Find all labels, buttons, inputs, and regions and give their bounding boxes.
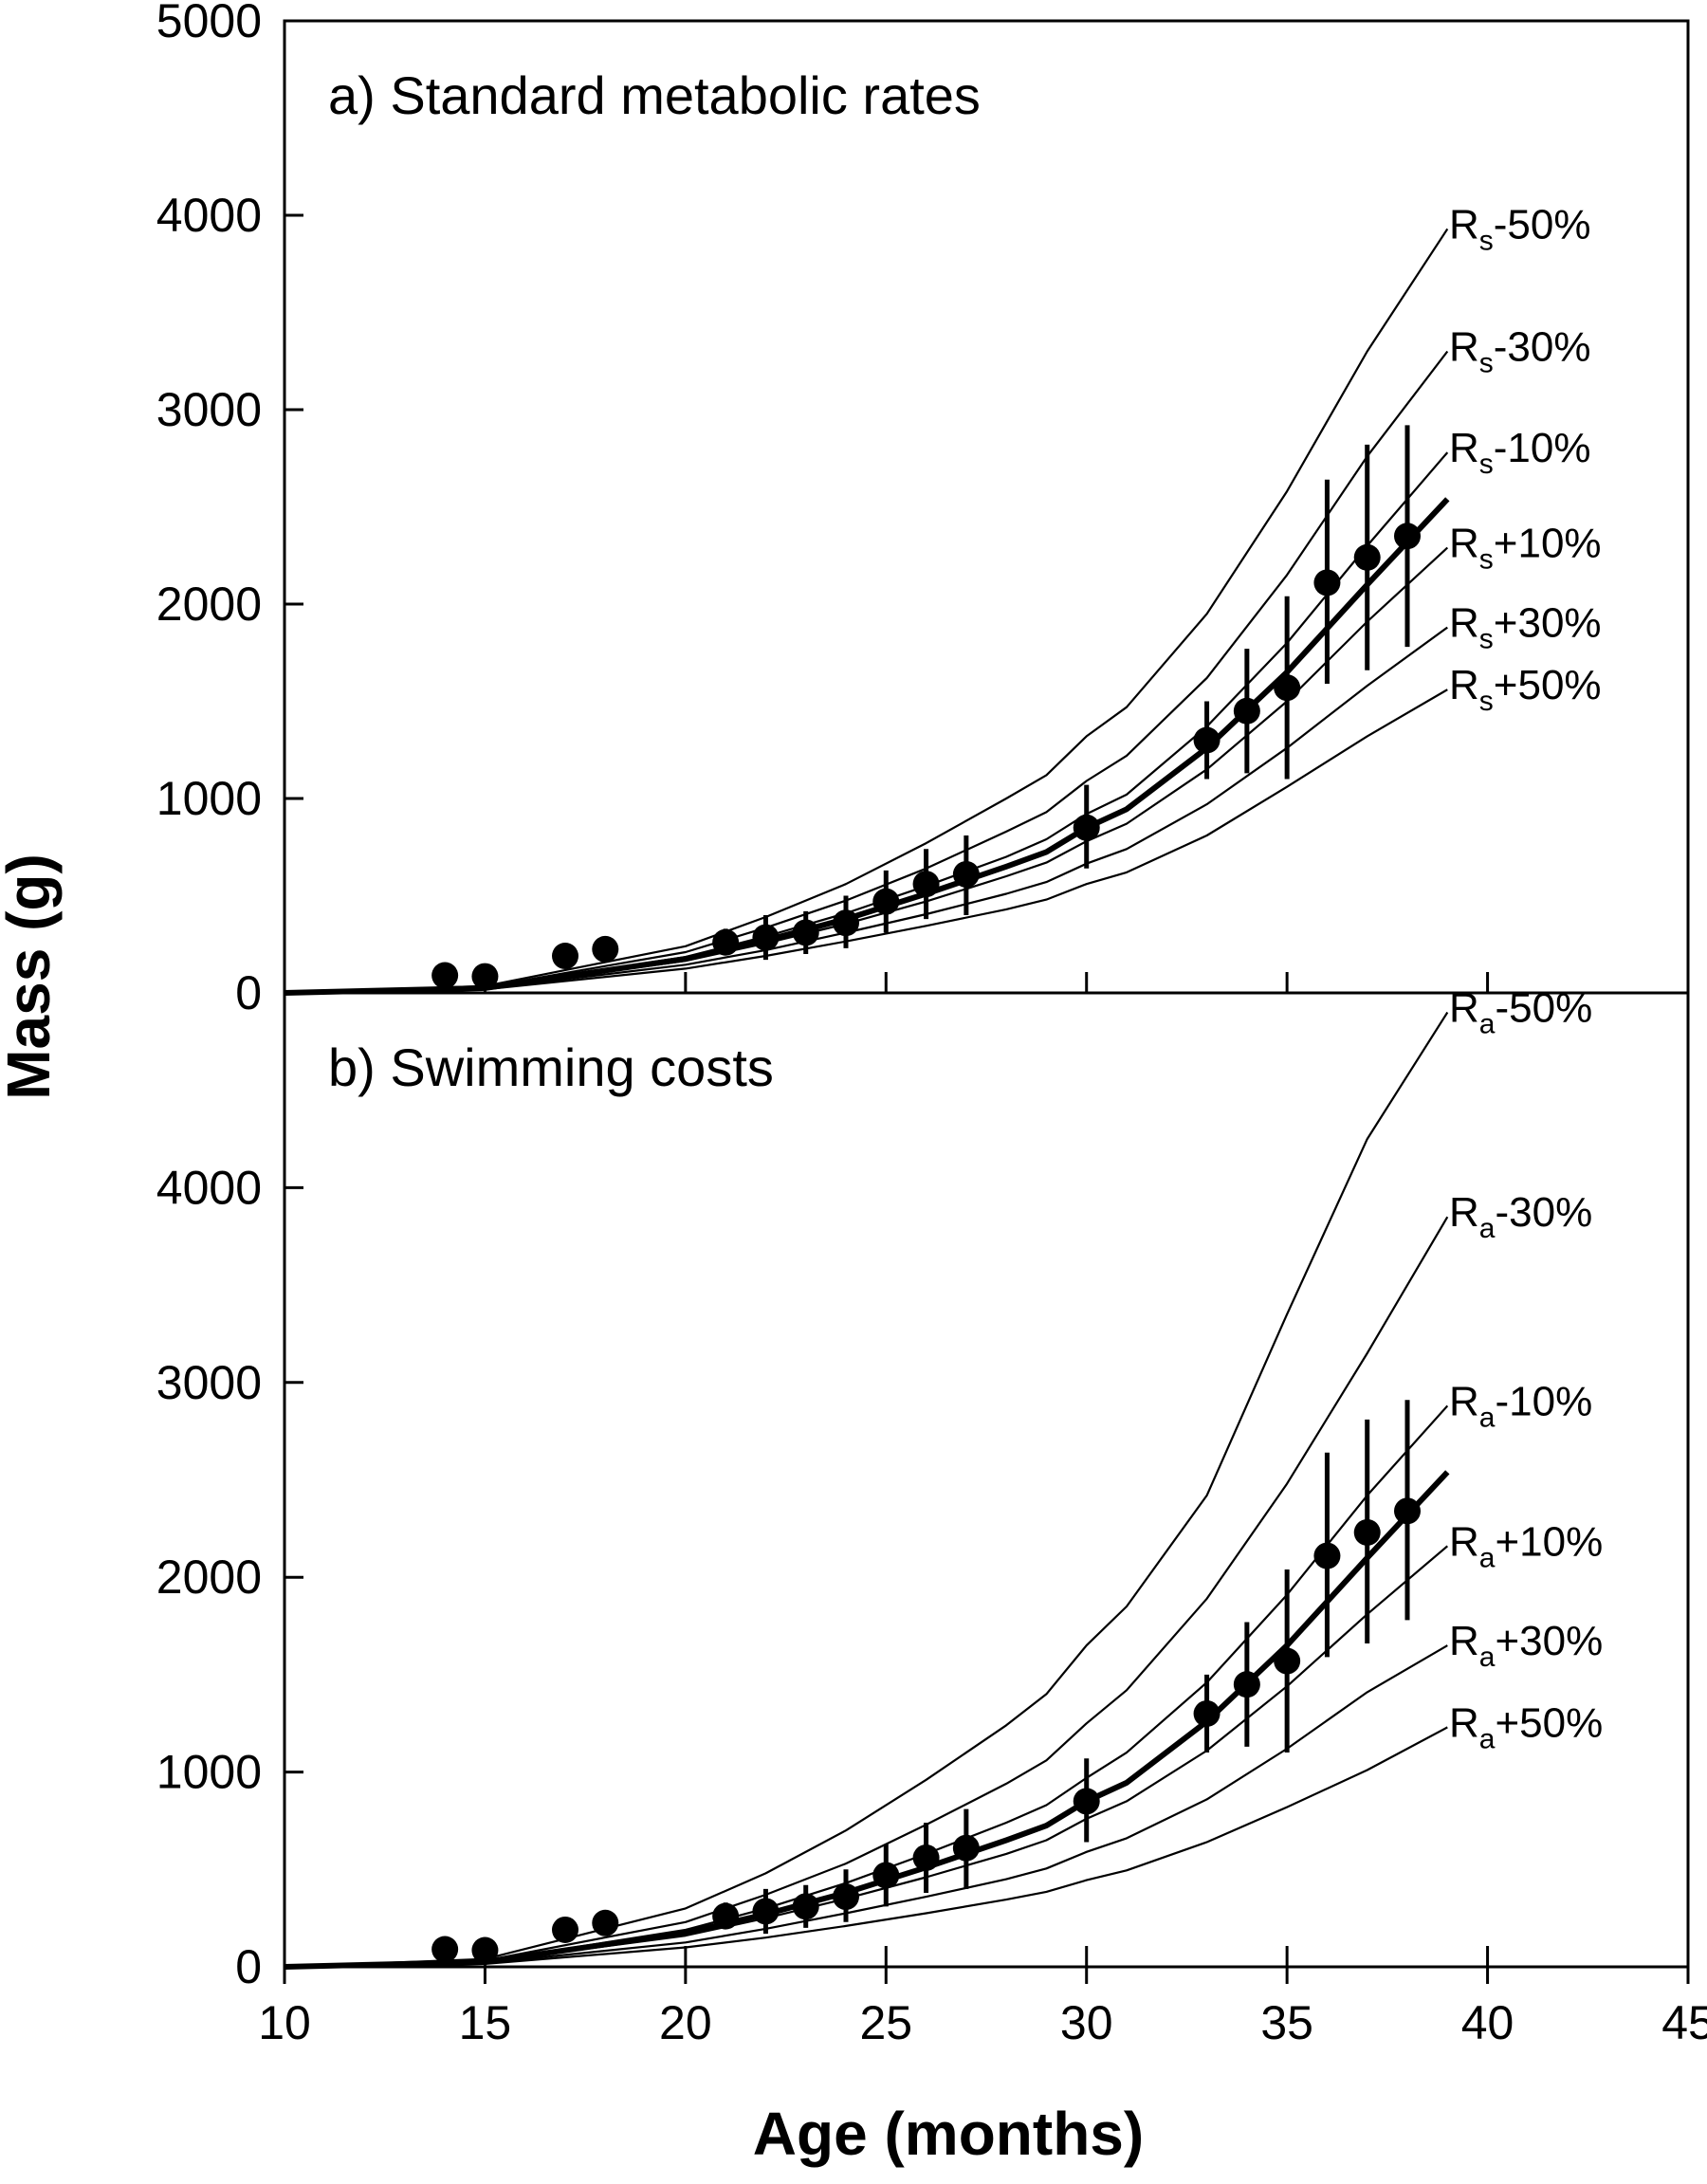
series-label: Rs-30% — [1449, 324, 1591, 379]
data-point — [1313, 569, 1341, 596]
x-axis-title: Age (months) — [753, 2100, 1144, 2168]
series-line — [284, 1011, 1449, 1969]
panel-a-standard-metabolic-rates: 0 1000 2000 3000 4000 5000 a) Standard metabol… — [156, 0, 1690, 1019]
data-point — [1233, 1671, 1260, 1698]
x-tick-label: 35 — [1260, 1996, 1313, 2049]
series-line-fitted — [284, 1470, 1450, 1970]
series-label: Ra-30% — [1449, 1189, 1592, 1244]
data-point — [431, 1936, 459, 1963]
y-tick-label: 0 — [235, 1940, 262, 1993]
data-point — [712, 1902, 740, 1930]
data-point — [833, 1883, 859, 1911]
data-point — [1193, 726, 1221, 754]
data-point — [712, 928, 740, 956]
plot-frame — [283, 991, 1690, 1969]
series-label: Rs+10% — [1449, 521, 1602, 576]
data-point — [1313, 1542, 1341, 1569]
data-point — [1274, 674, 1301, 702]
data-point — [792, 1893, 819, 1920]
series-line — [284, 1545, 1449, 1969]
data-point — [872, 1862, 900, 1889]
data-point — [1394, 1497, 1421, 1525]
series-line — [284, 1644, 1448, 1969]
data-point — [1353, 543, 1381, 571]
series-line — [284, 626, 1448, 995]
x-tick-label: 25 — [859, 1996, 912, 2049]
series-label: Ra+10% — [1449, 1518, 1603, 1573]
panel-b-swimming-costs: 0 1000 2000 3000 4000 10 15 20 25 30 35 40 45 b) Swim… — [156, 985, 1707, 2049]
data-point — [552, 943, 578, 970]
x-tick-label: 30 — [1060, 1996, 1113, 2049]
panel-title: a) Standard metabolic rates — [328, 65, 981, 125]
y-axis-title: Mass (g) — [0, 853, 63, 1100]
series-line — [284, 1216, 1449, 1969]
plot-frame — [283, 19, 1690, 995]
data-point — [1394, 523, 1421, 550]
data-point — [1193, 1699, 1221, 1727]
series-label: Ra-50% — [1449, 985, 1592, 1040]
data-point — [752, 924, 780, 951]
series-line — [284, 1726, 1448, 1969]
series-label: Ra+30% — [1449, 1618, 1603, 1673]
series-line — [284, 546, 1449, 995]
y-tick-label: 1000 — [156, 1746, 262, 1799]
data-point — [952, 1834, 980, 1862]
data-point — [1353, 1518, 1381, 1546]
series-label: Rs-50% — [1449, 201, 1591, 256]
x-tick-label: 45 — [1661, 1996, 1707, 2049]
y-tick-label: 5000 — [156, 0, 262, 47]
y-tick-label: 4000 — [156, 189, 262, 242]
data-point — [1233, 697, 1260, 725]
data-point — [912, 1844, 940, 1871]
y-tick-label: 2000 — [156, 578, 262, 631]
data-point — [792, 919, 819, 946]
y-tick-label: 4000 — [156, 1161, 262, 1214]
series-line — [284, 1404, 1449, 1969]
series-label: Rs-10% — [1449, 425, 1591, 480]
series-label: Rs+30% — [1449, 600, 1602, 655]
data-point — [552, 1916, 578, 1943]
data-point — [912, 871, 940, 898]
y-tick-label: 1000 — [156, 772, 262, 825]
data-point — [1073, 814, 1100, 841]
data-point — [431, 962, 459, 989]
y-tick-label: 2000 — [156, 1551, 262, 1604]
data-point — [592, 1909, 619, 1936]
data-point — [592, 935, 619, 963]
panel-title: b) Swimming costs — [328, 1037, 774, 1097]
data-point — [952, 860, 980, 888]
series-label: Rs+50% — [1449, 662, 1602, 717]
series-label: Ra-10% — [1449, 1378, 1592, 1433]
data-point — [1073, 1788, 1100, 1815]
y-tick-label: 3000 — [156, 1356, 262, 1409]
x-tick-label: 10 — [258, 1996, 311, 2049]
data-point — [471, 1936, 499, 1964]
x-tick-label: 20 — [659, 1996, 712, 2049]
y-tick-label: 0 — [235, 966, 262, 1019]
data-point — [752, 1898, 780, 1925]
data-point — [833, 909, 859, 937]
series-line — [284, 228, 1449, 995]
data-point — [471, 963, 499, 990]
data-point — [1274, 1647, 1301, 1675]
y-tick-label: 3000 — [156, 383, 262, 436]
data-point — [872, 888, 900, 915]
x-tick-label: 40 — [1461, 1996, 1514, 2049]
x-tick-label: 15 — [459, 1996, 512, 2049]
series-line-fitted — [284, 497, 1450, 996]
series-label: Ra+50% — [1449, 1699, 1603, 1754]
series-line — [284, 688, 1448, 995]
series-line — [284, 350, 1449, 995]
